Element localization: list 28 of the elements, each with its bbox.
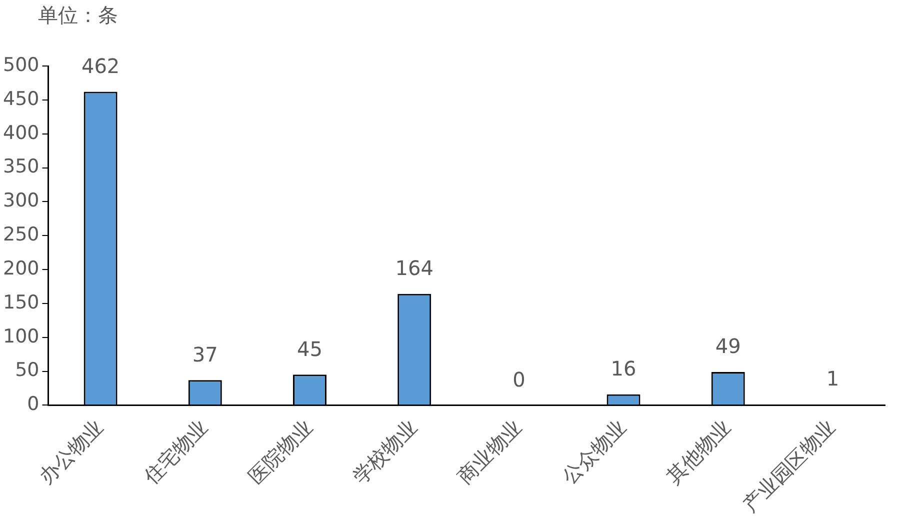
x-tick-label: 商业物业 bbox=[452, 414, 526, 488]
y-tick-label: 350 bbox=[3, 156, 40, 178]
y-tick-label: 50 bbox=[15, 359, 40, 382]
y-tick-label: 200 bbox=[3, 257, 40, 280]
y-tick-label: 400 bbox=[3, 122, 40, 144]
y-tick-label: 100 bbox=[3, 325, 40, 348]
x-tick-label: 公众物业 bbox=[557, 414, 631, 488]
x-tick-label: 医院物业 bbox=[243, 414, 317, 488]
data-label: 164 bbox=[395, 256, 434, 280]
x-tick-label: 学校物业 bbox=[348, 414, 422, 488]
y-axis-title: 单位：条 bbox=[38, 2, 118, 29]
y-tick-label: 0 bbox=[27, 393, 40, 416]
data-label: 37 bbox=[192, 342, 218, 366]
data-label: 45 bbox=[297, 336, 322, 361]
data-label: 462 bbox=[81, 54, 120, 78]
data-label: 16 bbox=[610, 356, 636, 381]
y-tick-label: 500 bbox=[3, 54, 40, 76]
data-label: 1 bbox=[826, 366, 840, 391]
y-tick-label: 150 bbox=[3, 291, 40, 314]
data-label: 49 bbox=[715, 334, 741, 358]
x-tick-label: 住宅物业 bbox=[138, 414, 212, 490]
x-tick-label: 产业园区物业 bbox=[738, 414, 840, 517]
y-tick-label: 450 bbox=[3, 88, 40, 110]
y-tick-label: 300 bbox=[3, 190, 40, 212]
y-tick-label: 250 bbox=[3, 224, 40, 246]
data-label: 0 bbox=[512, 367, 526, 392]
x-tick-label: 其他物业 bbox=[662, 414, 736, 488]
x-tick-label: 办公物业 bbox=[34, 414, 108, 488]
